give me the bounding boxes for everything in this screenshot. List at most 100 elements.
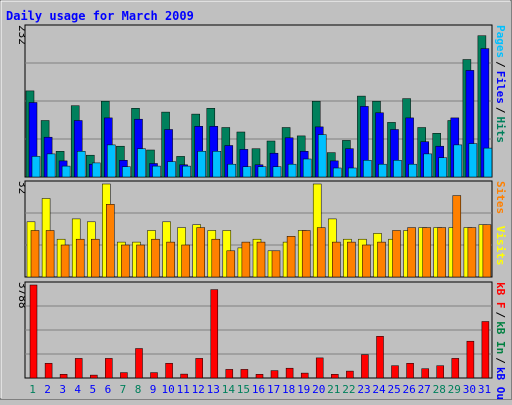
day-label-3: 3: [59, 383, 66, 396]
hits-files-pages-bar-pages-day-28: [438, 157, 447, 178]
visits-sites-bar-sites-day-30: [467, 227, 477, 278]
visits-sites-bar-sites-day-29: [452, 195, 462, 278]
chart-title: Daily usage for March 2009: [6, 9, 194, 23]
hits-files-pages-bar-pages-day-26: [408, 163, 417, 178]
kb-bar-kb-f-day-30: [466, 340, 475, 379]
visits-sites-bar-sites-day-5: [91, 238, 100, 278]
kb-bar-kb-f-day-5: [90, 374, 98, 379]
kb-bar-kb-f-day-20: [315, 357, 324, 379]
kb-bar-kb-f-day-26: [406, 363, 414, 379]
hits-files-pages-bar-pages-day-17: [272, 166, 282, 178]
visits-sites-bar-sites-day-7: [121, 244, 130, 278]
kb-bar-kb-f-day-23: [361, 354, 369, 379]
visits-sites-bar-sites-day-15: [241, 241, 251, 278]
visits-sites-bar-sites-day-9: [151, 238, 160, 278]
legend-sep-4: /: [494, 357, 507, 364]
hits-files-pages-bar-pages-day-13: [212, 151, 222, 178]
day-label-26: 26: [402, 383, 415, 396]
legend-sep-1: /: [494, 61, 507, 68]
day-label-9: 9: [150, 383, 157, 396]
hits-files-pages-bar-pages-day-30: [468, 143, 478, 178]
visits-sites-bar-sites-day-3: [60, 244, 70, 278]
visits-legend: Sites Visits: [494, 181, 507, 266]
kb-panel: [24, 281, 493, 379]
kb-bar-kb-f-day-29: [451, 358, 460, 379]
day-label-22: 22: [342, 383, 355, 396]
kb-bar-kb-f-day-18: [285, 367, 294, 379]
day-label-25: 25: [387, 383, 400, 396]
day-label-23: 23: [357, 383, 370, 396]
legend-sep-2: /: [494, 107, 507, 114]
legend-kb-f: kB F: [494, 282, 507, 309]
hits-files-pages-bar-pages-day-18: [287, 163, 297, 178]
hits-files-pages-bar-pages-day-3: [61, 165, 71, 178]
hits-files-pages-bar-pages-day-15: [242, 166, 252, 178]
kb-bar-kb-f-day-27: [421, 368, 429, 379]
kb-bar-kb-f-day-8: [135, 348, 143, 379]
kb-bar-kb-f-day-9: [150, 372, 158, 379]
legend-hits: Hits: [494, 117, 507, 144]
legend-files: Files: [494, 71, 507, 104]
visits-sites-panel: [24, 180, 493, 278]
day-label-19: 19: [297, 383, 310, 396]
legend-pages: Pages: [494, 25, 507, 58]
hits-files-pages-bar-pages-day-31: [483, 147, 493, 178]
visits-sites-bar-sites-day-20: [316, 227, 326, 278]
visits-sites-bar-sites-day-13: [211, 238, 221, 278]
kb-bar-kb-f-day-17: [270, 370, 279, 379]
hits-files-pages-bar-pages-day-20: [317, 134, 327, 178]
kb-bar-kb-f-day-21: [331, 374, 339, 379]
day-label-31: 31: [478, 383, 491, 396]
kb-bar-kb-f-day-7: [120, 372, 128, 379]
chart-panels: [24, 24, 493, 379]
kb-bar-kb-f-day-16: [255, 374, 264, 379]
hits-files-pages-bar-pages-day-5: [92, 162, 101, 178]
day-label-13: 13: [207, 383, 220, 396]
visits-sites-bar-sites-day-12: [196, 227, 205, 278]
day-label-20: 20: [312, 383, 325, 396]
kb-bar-kb-f-day-12: [195, 358, 203, 379]
visits-sites-bar-sites-day-28: [437, 227, 446, 278]
hits-files-pages-bar-pages-day-11: [182, 165, 191, 178]
hits-files-pages-bar-pages-day-25: [393, 160, 402, 178]
hits-files-pages-bar-pages-day-29: [453, 144, 463, 178]
visits-sites-bar-sites-day-21: [332, 241, 341, 278]
kb-bar-kb-f-day-15: [240, 369, 249, 379]
kb-bar-kb-f-day-31: [481, 321, 490, 379]
hits-files-pages-bar-pages-day-14: [227, 163, 237, 178]
visits-sites-bar-sites-day-31: [482, 224, 492, 278]
day-label-29: 29: [448, 383, 461, 396]
kb-bar-kb-f-day-14: [225, 369, 234, 379]
kb-bar-kb-f-day-24: [376, 336, 384, 379]
kb-bar-kb-f-day-3: [59, 374, 68, 379]
day-label-1: 1: [29, 383, 36, 396]
visits-sites-bar-sites-day-10: [166, 241, 175, 278]
hits-files-pages-bar-pages-day-4: [76, 151, 86, 178]
day-label-24: 24: [372, 383, 386, 396]
day-label-5: 5: [89, 383, 96, 396]
day-label-4: 4: [74, 383, 81, 396]
visits-sites-bar-sites-day-18: [286, 236, 296, 278]
visits-sites-bar-sites-day-11: [181, 244, 190, 278]
kb-bar-kb-f-day-25: [391, 365, 399, 379]
hits-files-pages-bar-pages-day-21: [333, 167, 342, 178]
hits-files-pages-bar-pages-day-24: [378, 163, 387, 178]
legend-kb-in: kB In: [494, 321, 507, 354]
visits-sites-bar-sites-day-6: [106, 204, 115, 278]
visits-sites-bar-sites-day-8: [136, 244, 145, 278]
day-label-8: 8: [135, 383, 142, 396]
visits-sites-bar-sites-day-24: [377, 241, 386, 278]
day-label-17: 17: [267, 383, 280, 396]
hits-files-pages-bar-pages-day-23: [363, 160, 372, 178]
visits-sites-bar-sites-day-26: [407, 227, 416, 278]
day-label-28: 28: [433, 383, 446, 396]
hits-files-pages-bar-pages-day-6: [107, 144, 116, 178]
legend-sites: Sites: [494, 181, 507, 214]
visits-sites-bar-sites-day-4: [75, 238, 85, 278]
kb-bar-kb-f-day-13: [210, 289, 219, 379]
day-label-11: 11: [177, 383, 190, 396]
kb-bar-kb-f-day-4: [74, 358, 83, 379]
hits-files-pages-bar-pages-day-1: [31, 156, 41, 178]
hits-legend: Pages / Files / Hits: [494, 25, 507, 143]
